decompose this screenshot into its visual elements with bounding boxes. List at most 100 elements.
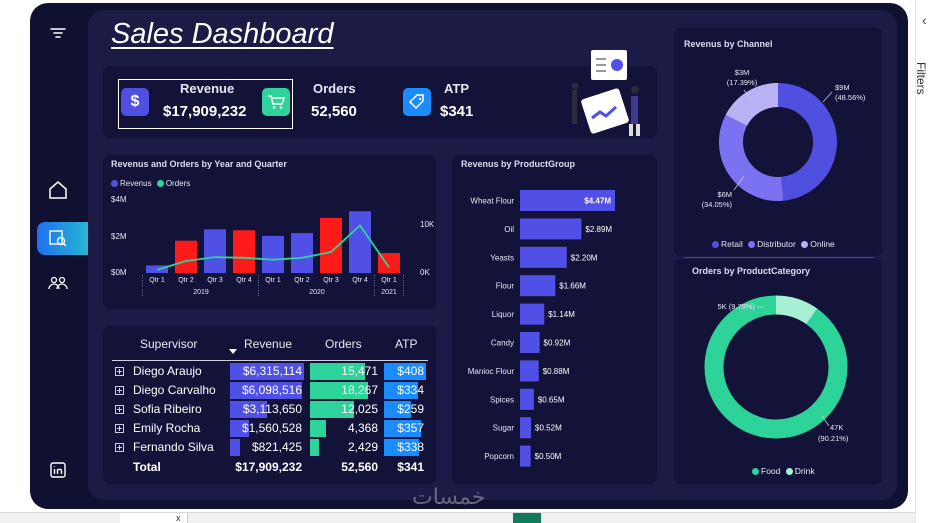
table-row[interactable]: Fernando Silva $821,425 2,429 $338 xyxy=(112,438,428,457)
product-label: Popcorn xyxy=(484,452,514,461)
revenue-bar[interactable] xyxy=(233,230,255,273)
expand-icon[interactable] xyxy=(115,443,124,452)
revenue-cell-bar xyxy=(230,382,302,399)
table-row[interactable]: Diego Carvalho $6,098,516 18,267 $334 xyxy=(112,381,428,400)
col-header-supervisor[interactable]: Supervisor xyxy=(140,337,198,351)
total-atp: $341 xyxy=(397,460,424,474)
year-label: 2020 xyxy=(309,289,325,296)
revenue-bar[interactable] xyxy=(291,233,313,273)
total-revenue: $17,909,232 xyxy=(235,460,302,474)
revenue-cell: $3,113,650 xyxy=(242,402,302,416)
expand-icon[interactable] xyxy=(115,424,124,433)
y-axis-tick: $0M xyxy=(111,268,127,277)
y2-axis-tick: 0K xyxy=(420,268,430,277)
quarter-tick-label: Qtr 1 xyxy=(381,277,397,284)
legend-orders-dot xyxy=(156,180,164,188)
atp-cell: $357 xyxy=(397,421,424,435)
category-donut: 47K (90.21%) 5K (9.79%) xyxy=(704,295,849,443)
product-label: Spices xyxy=(490,395,514,404)
product-bar[interactable] xyxy=(520,388,534,410)
table-row[interactable]: Emily Rocha $1,560,528 4,368 $357 xyxy=(112,419,428,438)
channel-pct-label: (34.05%) xyxy=(702,200,733,209)
users-icon[interactable] xyxy=(46,271,70,295)
add-tab-button[interactable] xyxy=(513,513,541,523)
orders-cell-bar xyxy=(310,401,354,418)
leader-line xyxy=(822,91,833,103)
donut-slice[interactable] xyxy=(777,83,837,201)
orders-cell-bar xyxy=(310,420,326,437)
atp-cell-bar xyxy=(384,401,411,418)
quarter-tick-label: Qtr 4 xyxy=(352,277,368,284)
quarter-tick-label: Qtr 3 xyxy=(323,277,339,284)
year-label: 2019 xyxy=(193,289,209,296)
product-bar[interactable] xyxy=(520,246,567,268)
product-bar[interactable] xyxy=(520,218,582,240)
col-header-revenue[interactable]: Revenue xyxy=(244,337,293,351)
product-bar[interactable] xyxy=(520,360,539,382)
filter-icon[interactable] xyxy=(46,21,70,45)
expand-icon[interactable] xyxy=(115,405,124,414)
expand-icon[interactable] xyxy=(115,367,124,376)
product-label: Wheat Flour xyxy=(470,197,514,206)
legend-retail: Retail xyxy=(721,239,743,249)
donut-slice[interactable] xyxy=(719,114,784,201)
product-label: Liquor xyxy=(492,310,515,319)
channel-chart-panel xyxy=(674,28,882,256)
product-bar[interactable] xyxy=(520,190,615,211)
expand-icon[interactable] xyxy=(115,386,124,395)
home-icon[interactable] xyxy=(46,178,70,202)
atp-cell-bar xyxy=(384,439,419,456)
revenue-bar[interactable] xyxy=(175,240,197,273)
product-bar[interactable] xyxy=(520,303,545,325)
revenue-bar[interactable] xyxy=(204,229,226,273)
year-label: 2021 xyxy=(381,289,397,296)
sort-desc-icon[interactable] xyxy=(229,349,237,354)
col-header-atp[interactable]: ATP xyxy=(395,337,418,351)
revenue-cell: $6,315,114 xyxy=(242,364,302,378)
atp-cell-bar xyxy=(384,363,426,380)
analytics-icon xyxy=(49,229,67,252)
kpi-revenue-card[interactable] xyxy=(118,79,293,129)
supervisor-name: Sofia Ribeiro xyxy=(133,402,202,416)
legend-food: Food xyxy=(761,466,781,476)
donut-slice[interactable] xyxy=(704,295,848,439)
product-value-label: $2.89M xyxy=(585,225,612,234)
tab-item[interactable] xyxy=(120,513,188,523)
donut-slice[interactable] xyxy=(725,83,779,127)
supervisor-name: Diego Carvalho xyxy=(133,383,216,397)
product-bar[interactable] xyxy=(520,445,531,467)
product-label: Yeasts xyxy=(490,253,514,262)
product-bar[interactable] xyxy=(520,417,532,439)
revenue-bar[interactable] xyxy=(262,235,284,273)
revenue-cell-bar xyxy=(230,420,249,437)
close-icon[interactable]: x xyxy=(176,513,181,523)
channel-donut: $9M(48.56%) $6M(34.05%) $3M(17.39%) xyxy=(702,68,866,209)
chevron-left-icon[interactable]: ‹ xyxy=(922,12,927,28)
channel-pct-label: (48.56%) xyxy=(835,93,866,102)
legend-online-dot xyxy=(801,241,809,249)
revenue-bar[interactable] xyxy=(320,217,342,273)
orders-cell-bar xyxy=(310,439,319,456)
table-row[interactable]: Sofia Ribeiro $3,113,650 12,025 $259 xyxy=(112,400,428,419)
filters-label: Filters xyxy=(914,62,928,95)
y2-axis-tick: 10K xyxy=(420,220,435,229)
filters-pane[interactable]: ‹ Filters xyxy=(914,0,940,523)
table-row[interactable]: Diego Araujo $6,315,114 15,471 $408 xyxy=(112,362,428,381)
donut-slice[interactable] xyxy=(775,295,818,325)
watermark: خمسات xyxy=(412,485,486,510)
supervisor-table-panel xyxy=(103,326,436,484)
product-value-label: $0.65M xyxy=(538,395,565,404)
supervisor-name: Emily Rocha xyxy=(133,421,201,435)
atp-cell-bar xyxy=(384,420,421,437)
leader-line xyxy=(821,415,830,427)
product-bar[interactable] xyxy=(520,332,540,353)
revenue-bar[interactable] xyxy=(349,211,371,273)
product-bar[interactable] xyxy=(520,275,556,297)
orders-cell: 15,471 xyxy=(341,364,378,378)
col-header-orders[interactable]: Orders xyxy=(325,337,362,351)
linkedin-icon[interactable] xyxy=(46,458,70,482)
quarter-chart: Qtr 1 Qtr 2 Qtr 3 Qtr 4 Qtr 1 Qtr 2 Qtr 3 Qtr 4… xyxy=(142,211,404,297)
total-orders: 52,560 xyxy=(341,460,378,474)
category-pct-label: (90.21%) xyxy=(818,434,849,443)
